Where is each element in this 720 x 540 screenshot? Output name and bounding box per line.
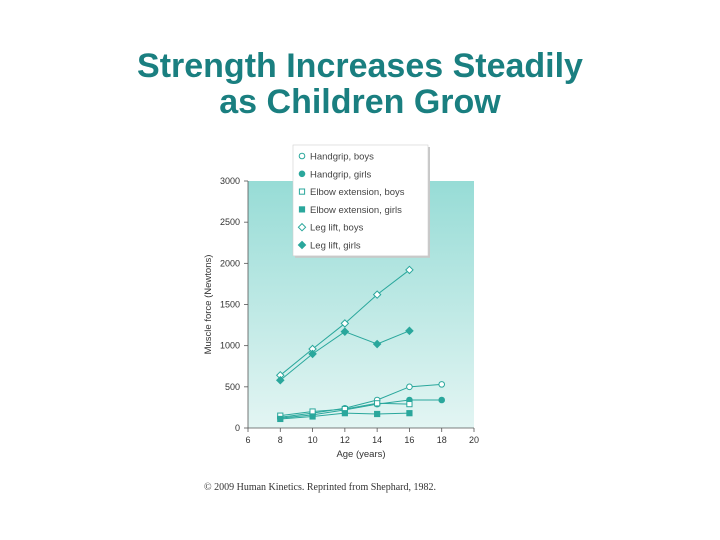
- y-tick-label: 1500: [220, 300, 240, 310]
- legend: Handgrip, boys Handgrip, girls Elbow exten…: [292, 144, 430, 258]
- y-tick-label: 2500: [220, 217, 240, 227]
- x-axis-label: Age (years): [336, 449, 385, 460]
- source-credit: © 2009 Human Kinetics. Reprinted from Sh…: [204, 482, 437, 493]
- series-4: [277, 410, 413, 423]
- legend-entry: Leg lift, boys: [310, 223, 364, 234]
- legend-marker: [297, 222, 307, 232]
- data-point: [406, 401, 413, 408]
- legend-entry: Leg lift, girls: [310, 241, 361, 252]
- x-tick-label: 18: [437, 435, 447, 445]
- x-tick-label: 6: [245, 435, 250, 445]
- data-point: [309, 408, 316, 415]
- y-tick-label: 3000: [220, 176, 240, 186]
- legend-entry: Handgrip, girls: [310, 169, 371, 180]
- x-tick-label: 10: [308, 435, 318, 445]
- data-point: [308, 349, 317, 359]
- data-point: [405, 265, 414, 275]
- series-6: [275, 326, 414, 385]
- legend-entry: Handgrip, boys: [310, 152, 374, 163]
- axes: 6 8 10 12 14 16 18 20 0 500 1000 1500 2000 2500 3000 Ag…: [203, 176, 479, 460]
- data-point: [406, 410, 413, 417]
- data-point: [374, 400, 381, 407]
- series-line: [280, 383, 442, 418]
- legend-marker: [298, 170, 306, 178]
- series-3: [277, 400, 413, 419]
- legend-entry: Elbow extension, girls: [310, 205, 402, 216]
- x-tick-label: 16: [404, 435, 414, 445]
- y-tick-label: 0: [235, 423, 240, 433]
- data-point: [405, 326, 414, 336]
- data-point: [277, 415, 284, 423]
- y-tick-label: 1000: [220, 341, 240, 351]
- series-layer: [275, 265, 446, 423]
- slide-title: Strength Increases Steadily as Children …: [0, 48, 720, 120]
- data-point: [374, 410, 381, 418]
- y-tick-label: 2000: [220, 258, 240, 268]
- legend-marker: [297, 240, 307, 250]
- series-line: [280, 399, 442, 419]
- data-point: [275, 375, 285, 385]
- data-point: [340, 319, 350, 328]
- legend-box: [292, 144, 429, 257]
- x-tick-label: 14: [372, 435, 382, 445]
- legend-marker: [298, 152, 306, 160]
- legend-marker: [298, 206, 306, 213]
- x-tick-label: 8: [278, 435, 283, 445]
- y-tick-label: 500: [225, 382, 240, 392]
- x-tick-label: 12: [340, 435, 350, 445]
- legend-entry: Elbow extension, boys: [310, 187, 405, 198]
- x-tick-label: 20: [469, 435, 479, 445]
- series-5: [275, 265, 414, 380]
- data-point: [309, 413, 316, 420]
- slide-title-line-1: Strength Increases Steadily: [137, 47, 583, 85]
- data-point: [372, 339, 382, 349]
- legend-marker: [298, 188, 306, 195]
- data-point: [438, 381, 446, 388]
- data-point: [438, 396, 446, 404]
- slide-title-line-2: as Children Grow: [219, 83, 501, 121]
- data-point: [341, 410, 348, 417]
- data-point: [406, 383, 413, 391]
- data-point: [372, 290, 382, 299]
- data-point: [340, 327, 350, 336]
- y-axis-label: Muscle force (Newtons): [203, 255, 214, 355]
